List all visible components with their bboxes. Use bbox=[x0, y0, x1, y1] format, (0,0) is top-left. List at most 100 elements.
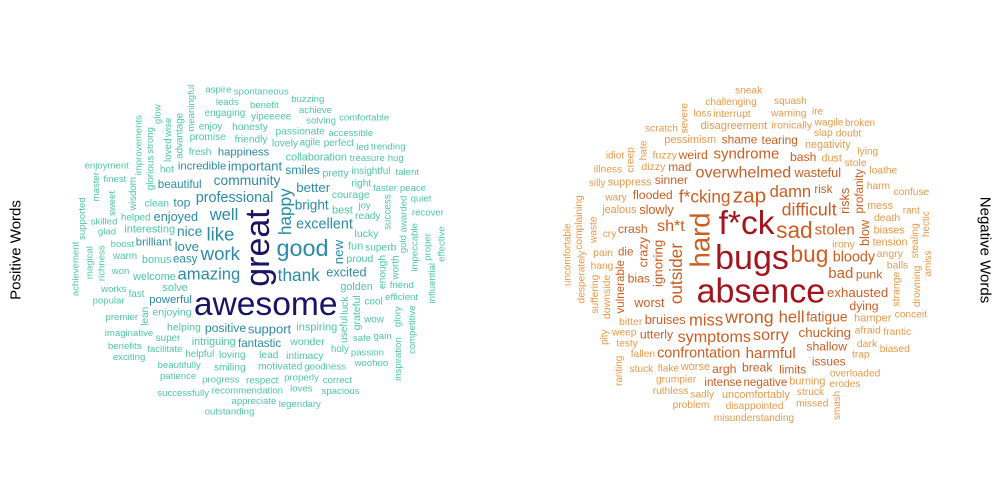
cloud-word: amazing bbox=[178, 265, 241, 284]
cloud-word: buzzing bbox=[291, 94, 324, 105]
cloud-word: respect bbox=[246, 375, 279, 386]
cloud-word: scratch bbox=[645, 123, 678, 134]
cloud-word: excited bbox=[326, 266, 366, 280]
cloud-word: superb bbox=[365, 243, 396, 254]
cloud-word: correct bbox=[323, 375, 353, 386]
cloud-word: loathe bbox=[869, 166, 897, 177]
cloud-word: ire bbox=[812, 107, 823, 118]
cloud-word: strong bbox=[145, 127, 156, 154]
cloud-word: proper bbox=[422, 232, 433, 261]
cloud-word: shame bbox=[722, 133, 758, 147]
cloud-word: downside bbox=[601, 275, 613, 320]
cloud-word: led bbox=[356, 142, 369, 153]
cloud-word: sorry bbox=[753, 326, 790, 344]
cloud-word: glow bbox=[152, 104, 163, 124]
cloud-word: smiles bbox=[285, 163, 320, 177]
cloud-word: yipeeeee bbox=[251, 111, 292, 122]
cloud-word: weird bbox=[678, 148, 708, 162]
cloud-word: loving bbox=[219, 350, 246, 361]
cloud-word: wary bbox=[604, 193, 627, 204]
cloud-word: bias bbox=[628, 272, 650, 286]
cloud-word: powerful bbox=[149, 294, 192, 306]
cloud-word: bitter bbox=[619, 316, 643, 328]
negative-words-label: Negative Words bbox=[976, 196, 994, 304]
cloud-word: bugs bbox=[715, 239, 789, 277]
cloud-word: stuck bbox=[630, 364, 655, 375]
cloud-word: treasure bbox=[350, 153, 385, 164]
cloud-word: misunderstanding bbox=[714, 413, 795, 424]
cloud-word: risk bbox=[814, 183, 832, 196]
cloud-word: fantastic bbox=[238, 337, 281, 350]
positive-words-label: Positive Words bbox=[7, 200, 25, 300]
cloud-word: bug bbox=[790, 241, 828, 267]
cloud-word: beautifully bbox=[158, 360, 201, 371]
cloud-word: loved bbox=[163, 138, 174, 162]
cloud-word: stealing bbox=[910, 223, 921, 258]
cloud-word: desperately bbox=[577, 250, 588, 304]
cloud-word: right bbox=[351, 179, 371, 190]
cloud-word: warm bbox=[112, 251, 137, 262]
cloud-word: bad bbox=[828, 265, 853, 282]
cloud-word: brilliant bbox=[136, 237, 173, 249]
cloud-word: outsider bbox=[666, 243, 686, 304]
cloud-word: lovely bbox=[272, 139, 299, 150]
cloud-word: best bbox=[332, 205, 353, 217]
cloud-word: slap bbox=[814, 128, 833, 139]
cloud-word: spacious bbox=[322, 386, 360, 397]
cloud-word: frantic bbox=[883, 327, 911, 338]
cloud-word: angry bbox=[877, 248, 904, 260]
cloud-word: sinner bbox=[655, 173, 688, 187]
cloud-word: smiling bbox=[214, 362, 246, 373]
cloud-word: sadly bbox=[690, 389, 715, 400]
cloud-word: premier bbox=[106, 312, 139, 323]
cloud-word: joy bbox=[357, 200, 370, 211]
cloud-word: tension bbox=[873, 236, 908, 248]
cloud-word: successfully bbox=[157, 388, 209, 399]
cloud-word: worst bbox=[633, 296, 665, 310]
cloud-word: hell bbox=[779, 308, 805, 327]
cloud-word: burning bbox=[789, 376, 825, 388]
cloud-word: wise bbox=[163, 118, 174, 138]
cloud-word: recommendation bbox=[212, 386, 283, 397]
cloud-word: thank bbox=[278, 265, 320, 285]
cloud-word: wasteful bbox=[794, 166, 842, 180]
cloud-word: squash bbox=[774, 96, 807, 107]
cloud-word: slowly bbox=[639, 203, 674, 217]
cloud-word: richness bbox=[97, 245, 108, 281]
cloud-word: struck bbox=[797, 387, 825, 398]
cloud-word: enjoy bbox=[199, 121, 223, 132]
cloud-word: agile bbox=[300, 138, 321, 149]
cloud-word: biases bbox=[874, 225, 906, 237]
cloud-word: flake bbox=[658, 364, 680, 375]
cloud-word: waste bbox=[589, 216, 600, 244]
cloud-word: suppress bbox=[608, 177, 652, 189]
cloud-word: syndrome bbox=[713, 146, 779, 163]
cloud-word: works bbox=[100, 284, 126, 295]
cloud-word: grumpier bbox=[656, 375, 697, 386]
cloud-word: biased bbox=[880, 344, 910, 355]
cloud-word: ranting bbox=[614, 356, 625, 386]
cloud-word: risks bbox=[838, 188, 852, 214]
cloud-word: fatigue bbox=[806, 310, 848, 325]
cloud-word: loves bbox=[290, 384, 313, 395]
cloud-word: problem bbox=[673, 400, 710, 411]
cloud-word: lean bbox=[140, 307, 151, 326]
cloud-word: helping bbox=[167, 322, 201, 334]
cloud-word: skilled bbox=[91, 216, 118, 227]
cloud-word: legendary bbox=[279, 399, 321, 410]
cloud-word: pity bbox=[599, 329, 610, 344]
cloud-word: awarded bbox=[398, 196, 409, 233]
cloud-word: lying bbox=[857, 147, 878, 158]
cloud-word: doubt bbox=[836, 129, 862, 140]
cloud-word: hang bbox=[591, 261, 614, 272]
cloud-word: pain bbox=[593, 247, 613, 259]
cloud-word: magical bbox=[85, 246, 96, 279]
cloud-word: vulnerable bbox=[614, 260, 627, 314]
cloud-word: fast bbox=[129, 289, 145, 300]
cloud-word: fuzzy bbox=[653, 149, 678, 161]
cloud-word: sh*t bbox=[657, 217, 685, 235]
